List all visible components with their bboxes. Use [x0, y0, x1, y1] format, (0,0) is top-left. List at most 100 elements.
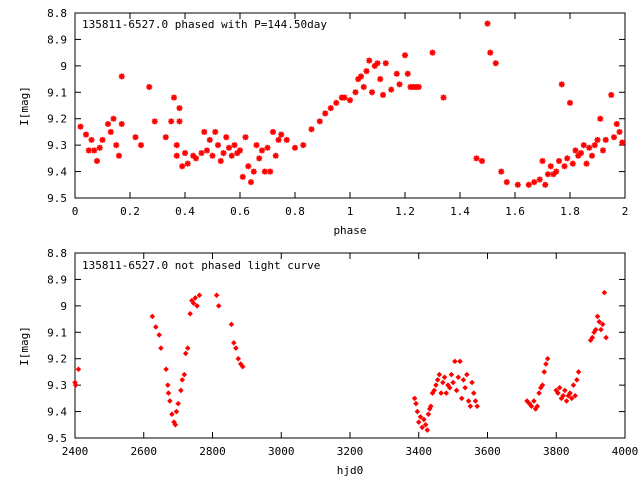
unphased-data-point: [465, 398, 472, 404]
unphased-data-point: [467, 403, 474, 410]
phased-data-point: [171, 94, 177, 101]
unphased-data-point: [187, 311, 193, 317]
phased-data-point: [377, 76, 384, 83]
phased-data-point: [545, 171, 551, 178]
phased-ytick-label: 8.9: [47, 33, 67, 46]
phased-data-point: [393, 70, 400, 77]
unphased-data-point: [570, 382, 577, 388]
unphased-xtick-label: 4000: [612, 445, 639, 458]
phased-ytick-label: 9.2: [47, 113, 67, 126]
unphased-data-point: [175, 400, 181, 407]
phased-data-point: [473, 155, 480, 162]
unphased-data-point: [184, 345, 191, 351]
phased-data-point: [503, 179, 510, 186]
unphased-data-point: [431, 387, 437, 394]
phased-data-point: [94, 158, 100, 164]
phased-data-point: [162, 134, 169, 141]
unphased-data-point: [167, 398, 173, 404]
phased-data-point: [204, 147, 210, 154]
unphased-xtick-label: 2600: [131, 445, 158, 458]
unphased-data-point: [158, 345, 164, 351]
phased-data-point: [374, 60, 381, 67]
phased-data-point: [539, 158, 546, 164]
phased-data-point: [547, 163, 554, 170]
phased-data-point: [360, 84, 367, 90]
phased-ytick-label: 9.3: [47, 139, 67, 152]
phased-xtick-label: 1.4: [450, 205, 470, 218]
phased-data-point: [215, 142, 221, 149]
phased-data-point: [591, 142, 598, 149]
unphased-ytick-label: 9: [60, 300, 67, 313]
phased-data-point: [267, 168, 274, 175]
phased-data-point: [561, 163, 568, 170]
phased-xtick-label: 2: [622, 205, 629, 218]
unphased-data-point: [239, 363, 246, 370]
phased-data-point: [231, 142, 238, 149]
unphased-data-point: [228, 321, 235, 328]
unphased-data-point: [72, 382, 79, 388]
unphased-data-point: [531, 398, 537, 404]
unphased-data-point: [448, 371, 455, 378]
unphased-xtick-label: 3400: [406, 445, 433, 458]
unphased-data-point: [153, 324, 159, 330]
phased-data-point: [226, 144, 232, 151]
unphased-data-point: [235, 355, 242, 362]
phased-data-point: [347, 97, 353, 104]
unphased-data-point: [556, 385, 563, 391]
phased-data-point: [256, 155, 263, 162]
unphased-ytick-label: 8.8: [47, 247, 67, 260]
unphased-data-point: [156, 332, 162, 338]
phased-data-point: [283, 136, 290, 143]
phased-xtick-label: 1.2: [395, 205, 415, 218]
phased-ytick-label: 9.4: [47, 166, 67, 179]
unphased-data-point: [598, 326, 604, 333]
unphased-ytick-label: 9.3: [47, 379, 67, 392]
unphased-data-point: [536, 390, 542, 396]
phased-data-point: [88, 136, 95, 143]
unphased-xtick-label: 3200: [337, 445, 364, 458]
phased-data-point: [487, 49, 494, 56]
phased-data-point: [616, 128, 623, 135]
phased-data-point: [77, 123, 84, 130]
phased-plot-panel: 0 0.2 0.4 0.6 0.8 1 1.2 1.4 1.6 1.8 2 8.8 8.9 9 9.1 9.2…: [18, 7, 628, 237]
unphased-data-point: [474, 403, 480, 410]
phased-data-point: [83, 131, 89, 138]
unphased-data-point: [194, 303, 200, 309]
unphased-xtick-label: 3800: [543, 445, 570, 458]
unphased-data-point: [457, 358, 463, 365]
phased-data-point: [542, 181, 549, 188]
phased-plot-xlabel: phase: [333, 224, 366, 237]
phased-data-point: [220, 150, 227, 157]
unphased-data-point: [438, 390, 444, 396]
phased-ytick-label: 8.8: [47, 7, 67, 20]
phased-data-point: [611, 134, 617, 141]
phased-data-point: [91, 147, 98, 154]
phased-data-point: [327, 105, 334, 112]
unphased-data-point: [421, 416, 427, 423]
phased-data-point: [440, 94, 447, 101]
phased-data-point: [369, 89, 375, 96]
phased-data-point: [531, 179, 538, 186]
phased-data-point: [201, 128, 208, 135]
phased-data-point: [352, 89, 359, 96]
phased-data-point: [404, 70, 411, 77]
phased-data-point: [198, 150, 205, 157]
unphased-data-point: [603, 334, 609, 341]
unphased-data-point: [413, 400, 419, 407]
phased-data-point: [586, 144, 593, 151]
unphased-data-point: [562, 387, 568, 394]
unphased-data-point: [462, 385, 468, 391]
phased-data-point: [248, 179, 254, 186]
unphased-data-point: [178, 387, 184, 394]
phased-data-point: [536, 176, 543, 183]
unphased-data-point: [446, 385, 453, 391]
unphased-data-point: [541, 369, 547, 375]
phased-data-point: [107, 128, 114, 135]
unphased-data-point: [190, 300, 197, 306]
unphased-plot-ylabel: I[mag]: [18, 326, 31, 366]
unphased-data-point: [458, 395, 465, 402]
unphased-data-point: [169, 411, 175, 417]
phased-xtick-label: 1: [347, 205, 354, 218]
unphased-data-point: [455, 374, 462, 380]
unphased-plot-panel: 2400 2600 2800 3000 3200 3400 3600 3800 4000 8.8 8…: [18, 247, 638, 477]
